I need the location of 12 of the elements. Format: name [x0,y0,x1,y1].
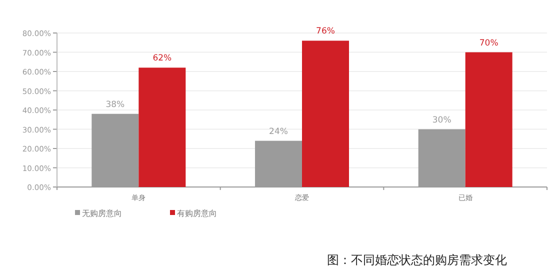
data-label: 30% [432,115,452,126]
data-label: 38% [106,100,125,110]
text: 图：不同婚恋状态的购房需求变化 [327,253,507,267]
bar [302,40,349,187]
legend-label: 无购房意向 [82,209,122,218]
bar [138,68,186,187]
bar [465,52,512,187]
data-label: 62% [152,54,172,64]
data-label: 24% [269,126,288,137]
legend-label: 有购房意向 [177,209,217,218]
data-label: 76% [316,26,335,37]
data-label: 70% [479,38,498,48]
